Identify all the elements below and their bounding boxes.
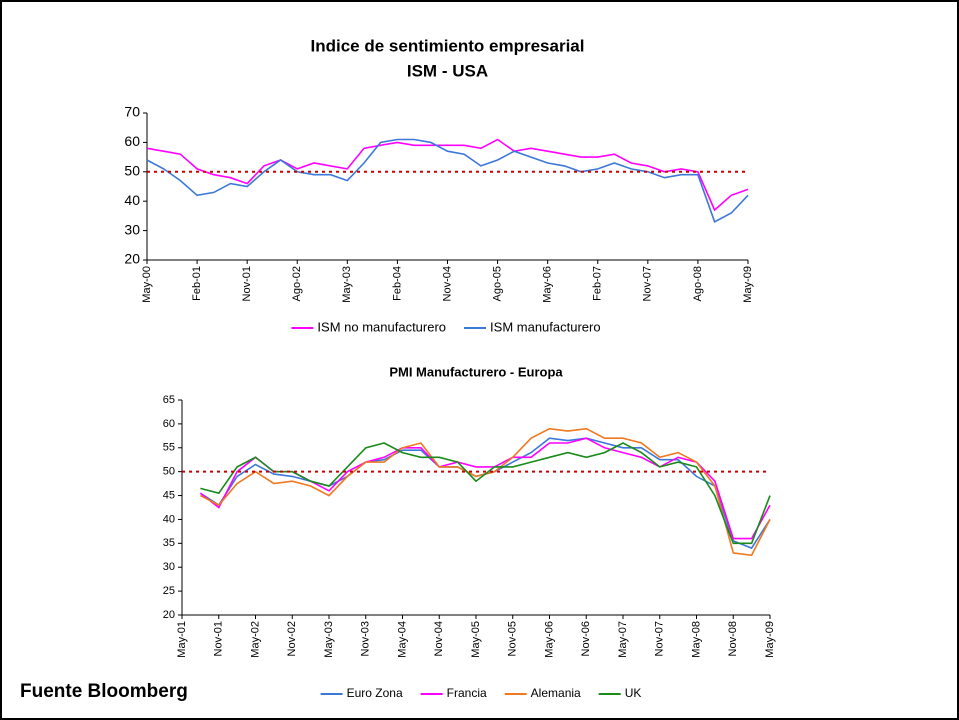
y-tick-label: 65 [163,394,175,406]
x-tick-label: May-06 [543,621,555,658]
legend-item: Francia [420,686,487,700]
legend-item: UK [598,686,642,700]
x-tick-label: May-03 [341,266,353,303]
x-tick-label: May-08 [690,621,702,658]
legend-label: ISM no manufacturero [317,319,446,334]
y-tick-label: 40 [163,513,175,525]
y-tick-label: 20 [163,609,175,621]
x-tick-label: Nov-03 [360,621,372,656]
legend-item: Euro Zona [320,686,403,700]
y-tick-label: 20 [124,251,140,267]
x-tick-label: Nov-01 [213,621,225,656]
x-tick-label: May-09 [742,266,754,303]
x-tick-label: May-09 [764,621,776,658]
legend-item: Alemania [504,686,581,700]
x-tick-label: Nov-07 [642,266,654,301]
legend-label: Alemania [531,686,581,700]
y-tick-label: 25 [163,585,175,597]
source-note: Fuente Bloomberg [20,681,188,702]
y-tick-label: 50 [124,163,140,179]
legend-item: ISM no manufacturero [291,319,446,334]
legend-label: ISM manufacturero [490,319,601,334]
x-tick-label: Feb-01 [191,266,203,301]
y-tick-label: 60 [124,133,140,149]
series-line [200,442,771,545]
y-tick-label: 30 [163,561,175,573]
x-tick-label: May-03 [323,621,335,658]
y-tick-label: 50 [163,466,175,478]
x-tick-label: Feb-04 [391,266,403,301]
x-tick-label: Ago-02 [291,266,303,301]
x-tick-label: May-02 [249,621,261,658]
y-tick-label: 35 [163,537,175,549]
x-tick-label: Nov-07 [654,621,666,656]
chart-title: Indice de sentimiento empresarial [311,36,585,55]
legend-item: ISM manufacturero [464,319,601,334]
x-tick-label: Nov-04 [433,621,445,656]
chart-title: PMI Manufacturero - Europa [389,364,563,379]
y-tick-label: 60 [163,418,175,430]
x-tick-label: May-04 [396,621,408,658]
legend-label: Euro Zona [347,686,403,700]
chart-subtitle: ISM - USA [407,61,488,80]
x-tick-label: Ago-05 [491,266,503,301]
y-tick-label: 70 [124,104,140,120]
x-tick-label: May-07 [617,621,629,658]
y-tick-label: 40 [124,192,140,208]
x-tick-label: May-00 [141,266,153,303]
x-tick-label: Nov-08 [727,621,739,656]
x-tick-label: Nov-05 [507,621,519,656]
y-tick-label: 30 [124,221,140,237]
legend-label: UK [625,686,642,700]
x-tick-label: May-05 [470,621,482,658]
x-tick-label: Nov-01 [241,266,253,301]
legend-label: Francia [447,686,487,700]
x-tick-label: Nov-02 [286,621,298,656]
x-tick-label: Nov-04 [441,266,453,301]
x-tick-label: May-06 [542,266,554,303]
series-line [146,138,749,212]
series-line [146,138,749,223]
x-tick-label: Nov-06 [580,621,592,656]
y-tick-label: 55 [163,442,175,454]
x-tick-label: May-01 [176,621,188,658]
x-tick-label: Feb-07 [592,266,604,301]
y-tick-label: 45 [163,489,175,501]
x-tick-label: Ago-08 [692,266,704,301]
